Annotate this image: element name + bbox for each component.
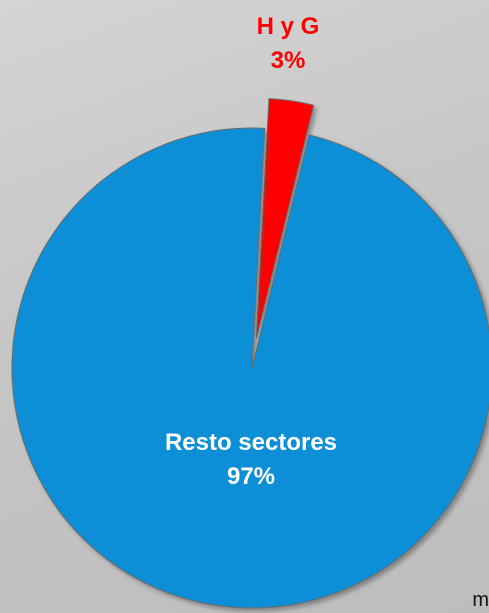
slice-label-value: 3% — [271, 47, 306, 74]
slice-label-category: Resto sectores — [165, 429, 337, 456]
pie-slice-h-y-g — [255, 98, 315, 339]
pie-slice-resto-sectores — [11, 127, 489, 609]
corner-text-fragment: m — [472, 589, 489, 611]
slice-label-value: 97% — [227, 463, 275, 490]
slice-label-category: H y G — [257, 13, 320, 40]
